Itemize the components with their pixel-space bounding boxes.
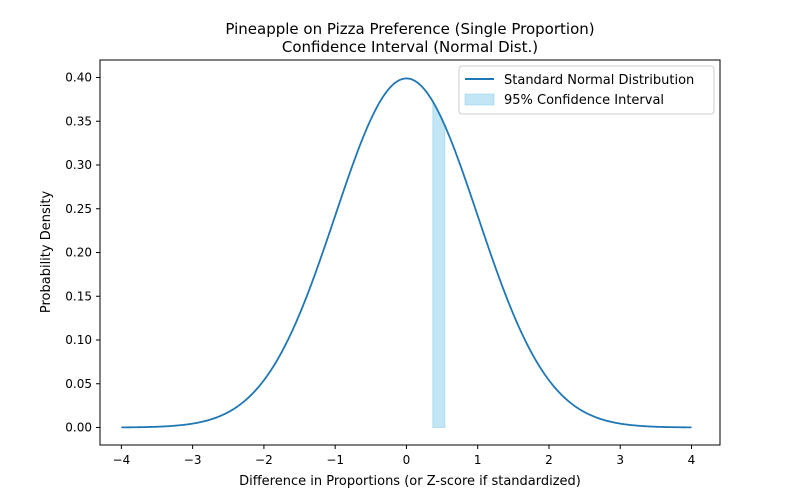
legend-label-ci: 95% Confidence Interval xyxy=(504,93,664,108)
x-axis-ticks: −4 −3 −2 −1 0 1 2 3 4 xyxy=(113,445,696,467)
curve-layer xyxy=(121,77,692,429)
y-tick-label: 0.05 xyxy=(65,377,92,391)
legend-box xyxy=(458,65,715,115)
y-tick-label: 0.15 xyxy=(65,289,92,303)
confidence-interval-layer xyxy=(432,99,446,428)
chart-title-line-2: Confidence Interval (Normal Dist.) xyxy=(282,38,538,56)
x-tick-label: −1 xyxy=(326,453,344,467)
x-tick-label: −4 xyxy=(113,453,131,467)
x-tick-label: 2 xyxy=(545,453,553,467)
x-tick-label: −3 xyxy=(184,453,202,467)
y-tick-label: 0.00 xyxy=(65,421,92,435)
x-axis-label: Difference in Proportions (or Z-score if… xyxy=(239,474,581,489)
y-tick-label: 0.25 xyxy=(65,202,92,216)
x-tick-label: 1 xyxy=(474,453,482,467)
legend-label-normal: Standard Normal Distribution xyxy=(504,73,694,88)
chart-title-line-1: Pineapple on Pizza Preference (Single Pr… xyxy=(225,20,594,38)
y-tick-label: 0.40 xyxy=(65,71,92,85)
confidence-interval-area xyxy=(432,99,446,428)
legend-area-swatch xyxy=(464,93,495,106)
y-axis-ticks: 0.00 0.05 0.10 0.15 0.20 0.25 0.30 0.35 0.40 xyxy=(65,71,100,435)
plot-area-frame xyxy=(99,59,721,446)
y-tick-label: 0.20 xyxy=(65,246,92,260)
x-tick-label: 0 xyxy=(403,453,411,467)
x-tick-label: 3 xyxy=(616,453,624,467)
x-tick-label: −2 xyxy=(255,453,273,467)
legend: Standard Normal Distribution 95% Confide… xyxy=(458,65,715,115)
y-tick-label: 0.10 xyxy=(65,333,92,347)
x-tick-label: 4 xyxy=(688,453,696,467)
y-tick-label: 0.30 xyxy=(65,158,92,172)
y-tick-label: 0.35 xyxy=(65,114,92,128)
y-axis-label: Probability Density xyxy=(39,191,54,314)
normal-distribution-line xyxy=(121,77,692,429)
